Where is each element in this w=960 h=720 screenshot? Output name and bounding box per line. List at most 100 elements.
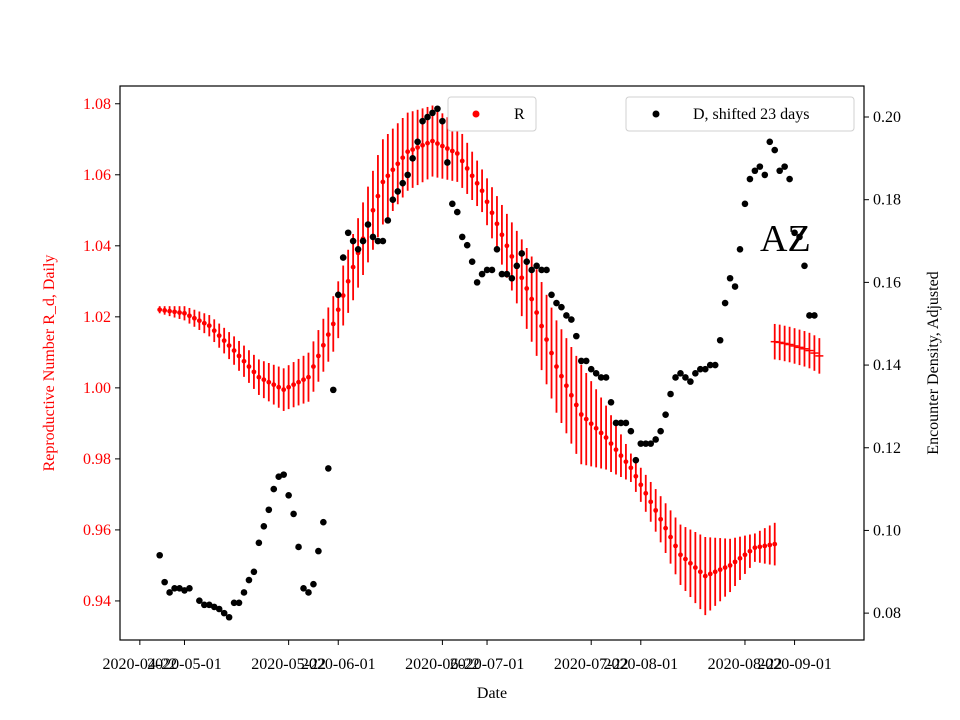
d-point [300,585,307,592]
d-point [176,585,183,592]
d-point [329,386,337,394]
legend-d: D, shifted 23 days [625,96,855,132]
d-point [647,440,655,447]
r-point [385,173,391,179]
r-point [266,379,272,385]
d-point [533,262,540,270]
r-point [623,459,629,465]
r-point [479,188,485,194]
x-tick-label: 2020-06-22 [405,656,480,673]
d-point [310,580,317,588]
r-point [772,541,778,547]
r-point [256,374,262,380]
r-point [722,565,728,570]
d-point [721,299,729,307]
r-point [752,545,758,551]
d-point [280,471,287,478]
r-point [648,499,654,505]
d-point [711,361,719,369]
d-point [419,117,426,125]
r-point [206,323,212,329]
d-point [498,270,506,278]
y-right-tick-label: 0.14 [873,357,901,374]
x-tick-label: 2020-09-01 [757,656,832,673]
r-point [494,221,500,227]
r-point [370,207,376,213]
r-point [375,193,381,199]
r-point [464,165,470,171]
d-point [801,262,808,270]
y-left-tick-label: 1.08 [83,96,111,113]
d-point [201,601,208,609]
r-point [444,146,450,151]
d-point [270,485,278,493]
d-point [538,266,545,274]
r-point [519,275,525,281]
r-point [236,353,242,359]
d-point [275,473,283,480]
d-point [528,266,535,274]
r-point [226,343,232,348]
r-point [668,534,673,540]
d-point [468,258,476,266]
r-point [201,320,207,326]
y-axis-right: 0.08 0.10 0.12 0.14 0.16 0.18 0.20 [864,109,901,622]
r-point [628,465,634,471]
y-left-tick-label: 1.00 [83,380,111,397]
d-point [548,291,555,299]
d-point [434,105,441,113]
r-point [192,315,197,321]
r-point [340,293,346,298]
x-axis-label: Date [477,685,507,702]
r-point [325,332,331,337]
r-point [196,318,202,324]
d-point [250,568,258,576]
r-point [564,383,569,389]
legend-r-label: R [514,106,525,123]
d-point [463,241,471,249]
r-point [702,573,708,579]
d-point [811,312,818,319]
r-point [653,507,659,513]
r-point [172,309,177,315]
r-point [529,296,535,302]
r-point [663,525,668,531]
d-point [553,299,560,307]
d-point [424,113,431,121]
r-point [251,369,257,375]
r-point [544,337,549,342]
r-point [469,173,475,179]
r-point [390,167,396,173]
d-point [379,237,387,245]
r-point [554,364,559,369]
y-right-tick-label: 0.16 [873,274,901,291]
y-left-tick-label: 0.96 [83,522,111,539]
r-point [405,149,411,155]
r-point [276,384,282,390]
r-point [732,559,738,565]
r-point [737,555,743,561]
d-point [508,274,516,282]
d-point [731,283,739,290]
r-point [568,392,574,398]
d-point [791,229,798,237]
d-point [627,427,635,435]
d-point [692,370,699,377]
d-point [196,597,203,605]
d-point [225,613,233,621]
d-point [746,175,754,183]
r-series [157,105,824,616]
d-point [642,440,650,447]
r-point [638,482,644,488]
d-point [473,279,481,286]
r-point [440,143,445,149]
d-point [776,167,783,175]
d-point [612,419,620,427]
d-point [429,109,436,117]
d-point [334,291,342,299]
r-point [430,138,435,144]
d-point [305,589,312,596]
d-point [667,390,674,398]
y-left-tick-label: 1.04 [83,238,111,255]
r-point [697,569,703,575]
